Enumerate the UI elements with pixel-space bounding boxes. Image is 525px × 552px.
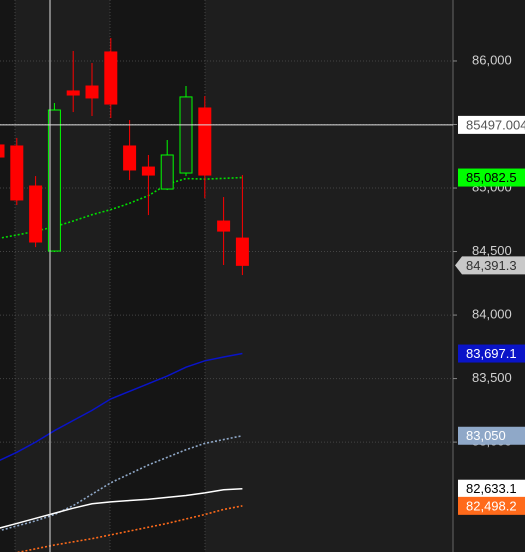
- candle-body: [29, 185, 43, 243]
- plot-band: [0, 0, 15, 552]
- candle-body: [141, 166, 155, 176]
- series-price-label-bg: [458, 168, 525, 187]
- candle-body: [235, 237, 249, 266]
- series-price-label-bg: [458, 479, 525, 498]
- candle-body: [10, 145, 24, 201]
- y-tick-label: 86,000: [472, 52, 512, 67]
- y-tick-label: 84,000: [472, 307, 512, 322]
- crosshair-label-bg: [458, 115, 525, 134]
- series-price-label: 83,697.1: [466, 346, 517, 361]
- series-price-label: 85,082.5: [466, 170, 517, 185]
- close-price-label: 84,391.3: [466, 258, 517, 273]
- series-price-label: 82,498.2: [466, 498, 517, 513]
- series-price-label: 82,633.1: [466, 481, 517, 496]
- y-tick-label: 84,500: [472, 243, 512, 258]
- candle-body: [217, 220, 231, 232]
- axis-bg: [453, 0, 525, 552]
- ma-line: [15, 505, 243, 552]
- candle-body: [47, 109, 61, 252]
- series-price-label-bg: [458, 344, 525, 363]
- candle-body: [160, 154, 174, 190]
- plot-band: [110, 0, 205, 552]
- candle-body: [179, 96, 193, 174]
- candle-body: [0, 144, 5, 158]
- candle-body: [198, 107, 212, 176]
- candle-body: [66, 90, 80, 96]
- plot-bg: [0, 0, 453, 552]
- series-price-label-bg: [458, 426, 525, 445]
- ma-line: [0, 487, 243, 529]
- candle-body: [85, 85, 99, 99]
- price-labels: 85,082.5 83,697.1 83,050 82,633.1 82,498.2 84…: [455, 115, 525, 515]
- ma-line: [0, 352, 243, 462]
- crosshair-label: 85497.004: [466, 117, 525, 132]
- candle-body: [104, 51, 118, 105]
- candle-body: [123, 145, 137, 171]
- close-price-label-bg: [455, 256, 525, 275]
- ma-line: [0, 434, 243, 532]
- series-price-label-bg: [458, 496, 525, 515]
- y-tick-label: 83,500: [472, 370, 512, 385]
- series-price-label: 83,050: [466, 428, 506, 443]
